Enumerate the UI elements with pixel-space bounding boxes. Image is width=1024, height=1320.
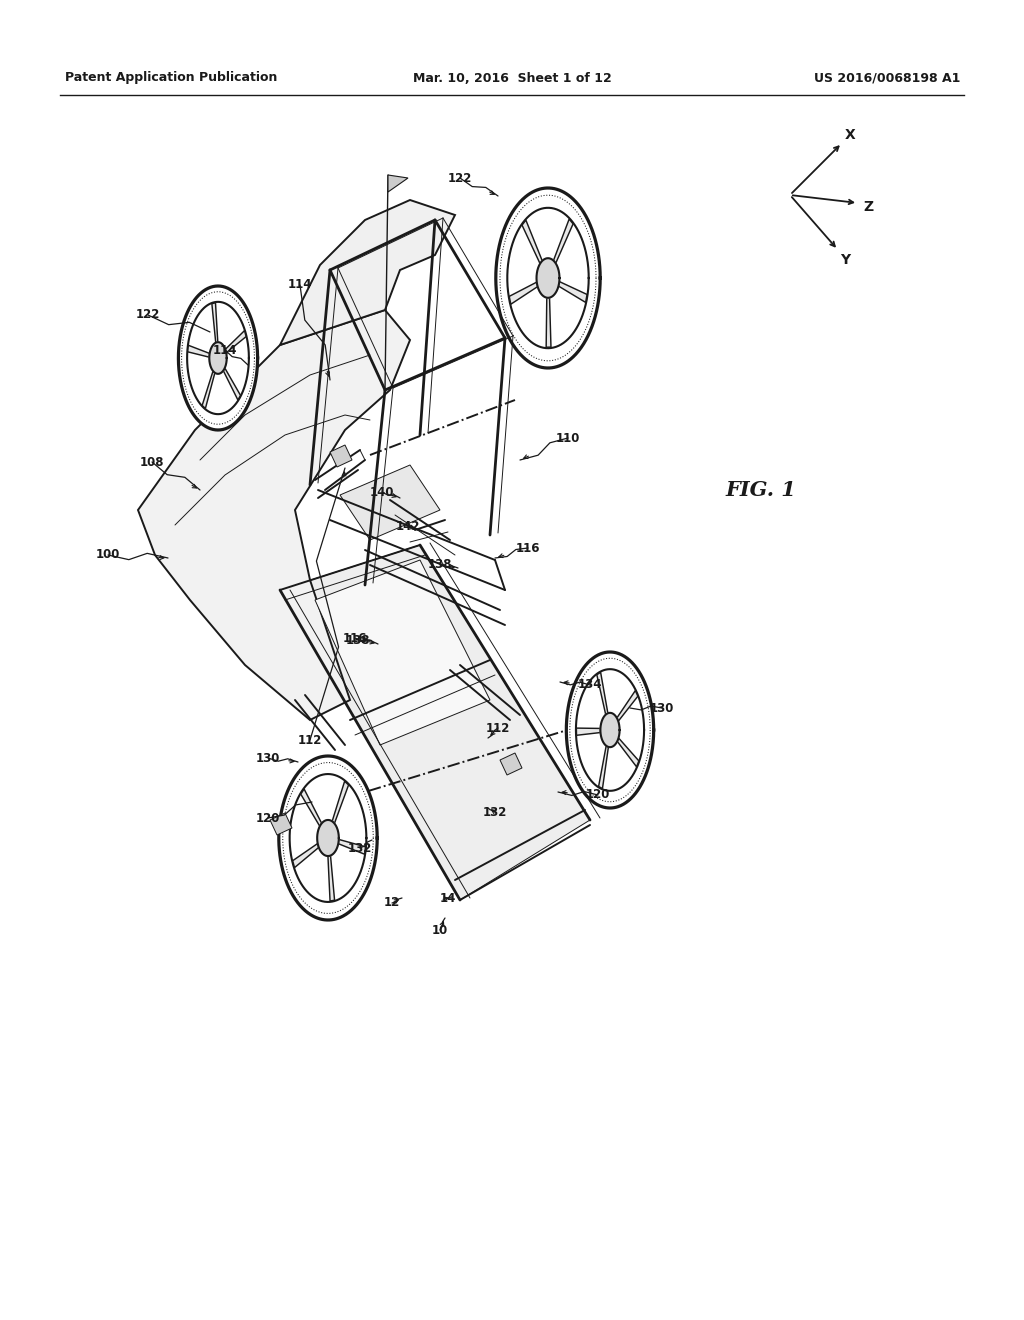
Polygon shape: [599, 746, 608, 788]
Text: 138: 138: [428, 558, 453, 572]
Text: 114: 114: [213, 343, 238, 356]
Text: 132: 132: [348, 842, 372, 854]
Polygon shape: [315, 560, 490, 744]
Polygon shape: [575, 669, 644, 791]
Polygon shape: [597, 672, 608, 714]
Polygon shape: [290, 774, 367, 902]
Polygon shape: [509, 282, 538, 304]
Polygon shape: [293, 843, 318, 867]
Text: 112: 112: [298, 734, 323, 747]
Text: X: X: [845, 128, 855, 143]
Text: Patent Application Publication: Patent Application Publication: [65, 71, 278, 84]
Polygon shape: [388, 176, 408, 191]
Text: 110: 110: [556, 432, 581, 445]
Text: 100: 100: [96, 549, 120, 561]
Text: 122: 122: [136, 309, 160, 322]
Polygon shape: [270, 813, 292, 836]
Polygon shape: [178, 286, 258, 430]
Polygon shape: [187, 302, 249, 414]
Polygon shape: [330, 445, 352, 467]
Polygon shape: [187, 346, 210, 358]
Text: 108: 108: [139, 455, 164, 469]
Text: 116: 116: [516, 541, 541, 554]
Text: 140: 140: [370, 486, 394, 499]
Polygon shape: [500, 752, 522, 775]
Polygon shape: [616, 690, 638, 721]
Text: Y: Y: [840, 253, 850, 267]
Polygon shape: [577, 729, 600, 735]
Polygon shape: [546, 297, 551, 347]
Polygon shape: [507, 207, 589, 348]
Text: 132: 132: [482, 805, 507, 818]
Text: FIG. 1: FIG. 1: [725, 480, 796, 500]
Text: 116: 116: [343, 631, 368, 644]
Polygon shape: [566, 652, 653, 808]
Text: 10: 10: [432, 924, 449, 936]
Text: 142: 142: [395, 520, 420, 532]
Text: 122: 122: [447, 172, 472, 185]
Text: Z: Z: [863, 201, 873, 214]
Text: 120: 120: [256, 812, 281, 825]
Polygon shape: [209, 342, 226, 374]
Polygon shape: [212, 302, 218, 343]
Polygon shape: [553, 219, 573, 263]
Polygon shape: [202, 371, 215, 408]
Text: 114: 114: [288, 279, 312, 292]
Text: 112: 112: [485, 722, 510, 734]
Text: Mar. 10, 2016  Sheet 1 of 12: Mar. 10, 2016 Sheet 1 of 12: [413, 71, 611, 84]
Text: 130: 130: [650, 701, 674, 714]
Polygon shape: [537, 259, 559, 298]
Text: 138: 138: [346, 635, 371, 648]
Polygon shape: [338, 840, 366, 854]
Polygon shape: [138, 310, 410, 719]
Polygon shape: [522, 220, 543, 264]
Polygon shape: [280, 545, 590, 900]
Polygon shape: [328, 855, 335, 902]
Polygon shape: [317, 820, 339, 857]
Text: 14: 14: [440, 891, 456, 904]
Text: 130: 130: [256, 751, 281, 764]
Polygon shape: [617, 738, 639, 767]
Polygon shape: [558, 281, 587, 302]
Text: 120: 120: [586, 788, 610, 801]
Polygon shape: [600, 713, 620, 747]
Polygon shape: [223, 368, 241, 400]
Text: 134: 134: [578, 678, 602, 692]
Polygon shape: [280, 201, 455, 345]
Polygon shape: [301, 789, 322, 826]
Text: US 2016/0068198 A1: US 2016/0068198 A1: [814, 71, 961, 84]
Text: 12: 12: [384, 896, 400, 909]
Polygon shape: [496, 187, 600, 368]
Polygon shape: [332, 781, 348, 824]
Polygon shape: [340, 465, 440, 540]
Polygon shape: [279, 756, 377, 920]
Polygon shape: [225, 330, 246, 352]
